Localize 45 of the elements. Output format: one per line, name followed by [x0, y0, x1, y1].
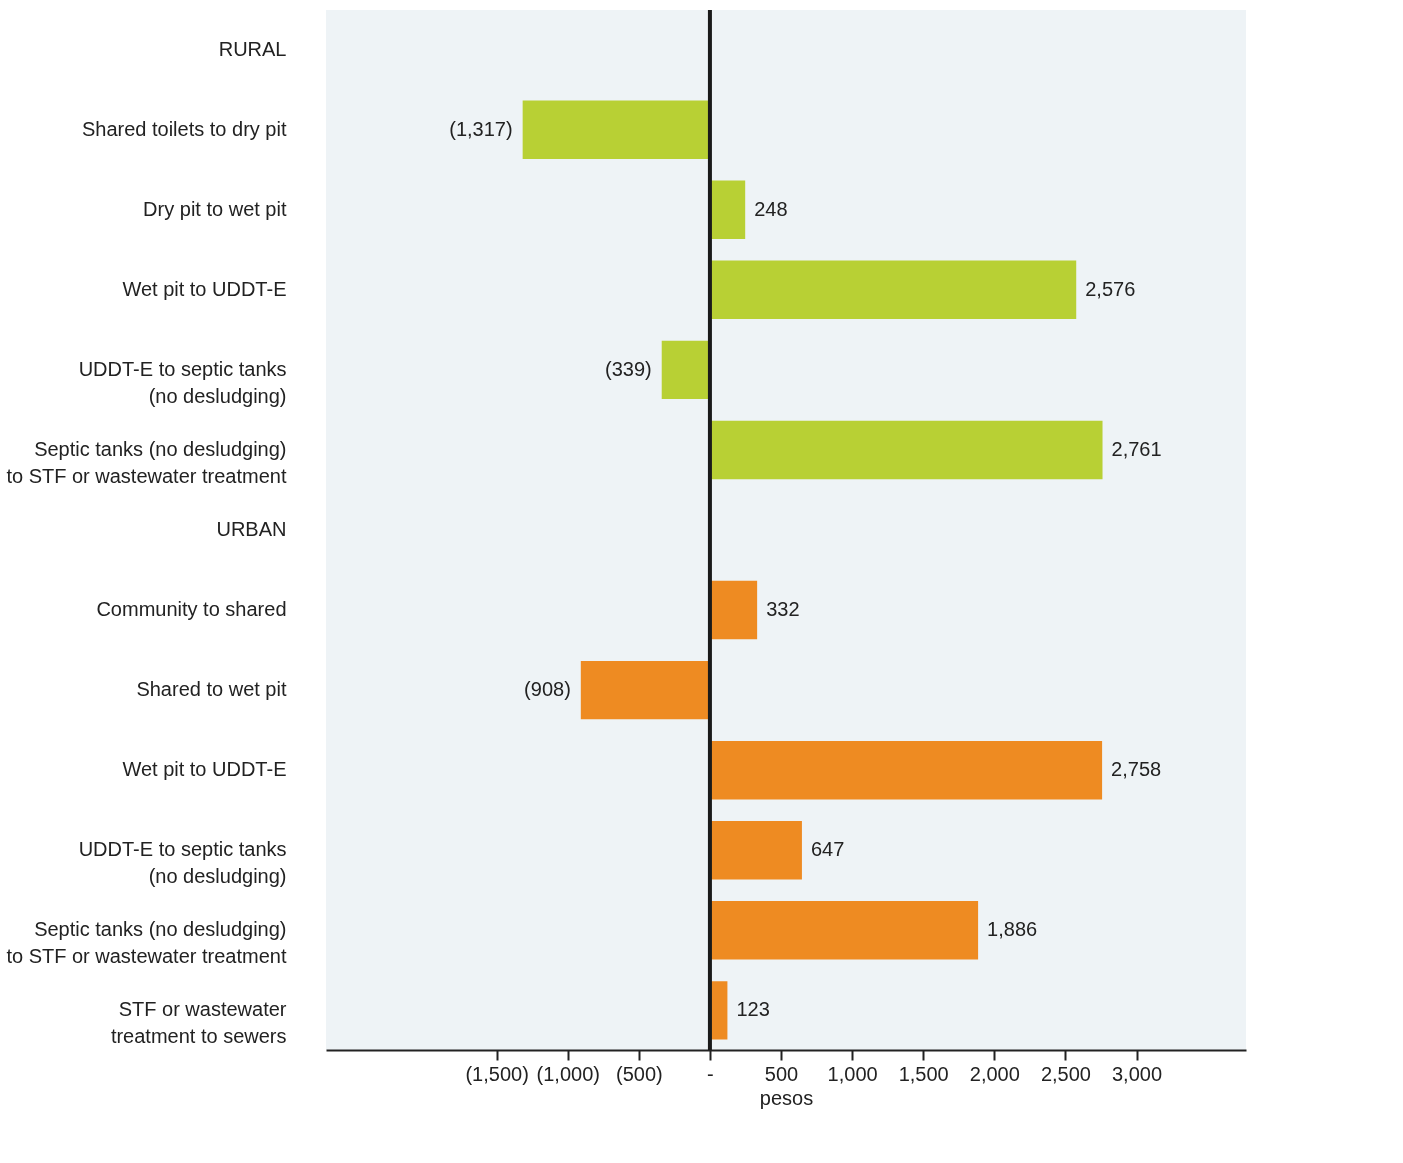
- y-tick-label: STF or wastewater treatment to sewers: [110, 998, 287, 1048]
- data-label: (1,317): [449, 117, 513, 140]
- data-label: 1,886: [987, 918, 1038, 941]
- bar: [709, 901, 979, 960]
- bar: [709, 420, 1103, 480]
- data-label: 2,758: [1111, 758, 1162, 781]
- data-label: 248: [754, 197, 788, 220]
- bar: [709, 580, 758, 640]
- x-axis-title: pesos: [759, 1086, 814, 1109]
- y-tick-label: Dry pit to wet pit: [143, 197, 287, 220]
- y-tick-label: Wet pit to UDDT-E: [122, 277, 287, 300]
- x-tick-label: (500): [615, 1062, 663, 1085]
- x-tick-label: (1,000): [536, 1062, 600, 1085]
- y-tick-label: URBAN: [216, 518, 287, 540]
- y-tick-label: UDDT-E to septic tanks (no desludging): [78, 838, 287, 888]
- y-tick-label: Septic tanks (no desludging) to STF or wastewater treatment: [6, 437, 287, 487]
- x-tick-label: 3,000: [1111, 1062, 1163, 1085]
- x-tick-label: 500: [764, 1062, 799, 1085]
- data-label: 647: [810, 838, 845, 861]
- x-tick-label: 2,000: [969, 1062, 1020, 1085]
- bar: [709, 180, 746, 239]
- x-tick-label: 2,500: [1040, 1062, 1091, 1085]
- data-label: 332: [766, 598, 800, 621]
- x-tick-label: -: [707, 1062, 714, 1085]
- data-label: 123: [736, 998, 770, 1021]
- y-tick-label: RURAL: [218, 37, 287, 60]
- bar: [709, 740, 1103, 800]
- data-label: 2,761: [1111, 437, 1162, 460]
- x-tick-label: (1,500): [465, 1062, 529, 1085]
- x-tick-label: 1,000: [827, 1062, 878, 1085]
- data-label: (908): [524, 678, 571, 701]
- x-tick-label: 1,500: [898, 1062, 949, 1085]
- bar: [709, 260, 1077, 320]
- y-tick-label: Shared to wet pit: [136, 678, 287, 701]
- bar: [709, 821, 802, 880]
- y-tick-label: Shared toilets to dry pit: [81, 117, 287, 140]
- bar: [522, 100, 710, 159]
- y-tick-label: Community to shared: [96, 598, 287, 621]
- y-tick-label: Septic tanks (no desludging) to STF or wastewater treatment: [6, 918, 287, 968]
- data-label: 2,576: [1085, 277, 1136, 300]
- y-tick-label: UDDT-E to septic tanks (no desludging): [78, 357, 287, 407]
- bar: [661, 340, 710, 400]
- data-label: (339): [605, 357, 652, 380]
- bar: [580, 660, 710, 720]
- y-tick-label: Wet pit to UDDT-E: [122, 758, 287, 781]
